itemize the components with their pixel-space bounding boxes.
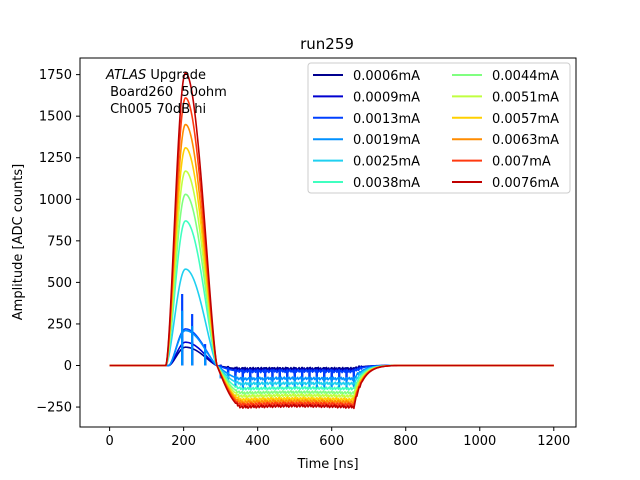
legend-label: 0.007mA — [492, 155, 551, 170]
x-tick-label: 200 — [171, 434, 196, 449]
legend-box — [307, 62, 571, 194]
legend-label: 0.0006mA — [353, 69, 420, 84]
legend-label: 0.0009mA — [353, 90, 420, 105]
annotation-upgrade: Upgrade — [146, 68, 206, 83]
x-tick-label: 600 — [319, 434, 344, 449]
y-tick-label: 750 — [47, 234, 72, 249]
chart-title: run259 — [300, 35, 354, 53]
y-tick-label: 250 — [47, 317, 72, 332]
x-axis-label: Time [ns] — [296, 457, 358, 472]
y-axis: −250 0 250 500 750 1000 1250 1500 1750 — [36, 68, 80, 416]
legend-label: 0.0051mA — [492, 90, 559, 105]
legend-label: 0.0076mA — [492, 176, 559, 191]
x-tick-label: 400 — [245, 434, 270, 449]
y-tick-label: 0 — [64, 359, 72, 374]
y-tick-label: 1500 — [39, 110, 72, 125]
legend-label: 0.0013mA — [353, 112, 420, 127]
annotation: ATLAS Upgrade Board260 50ohm Ch005 70dB … — [105, 68, 227, 117]
annotation-line-1: ATLAS Upgrade — [105, 68, 206, 83]
legend-label: 0.0038mA — [353, 176, 420, 191]
annotation-line-2: Board260 50ohm — [106, 85, 227, 100]
legend-label: 0.0025mA — [353, 155, 420, 170]
x-axis: 0 200 400 600 800 1000 1200 — [105, 427, 570, 449]
x-tick-label: 1000 — [463, 434, 496, 449]
x-tick-label: 1200 — [537, 434, 570, 449]
legend-label: 0.0044mA — [492, 69, 559, 84]
legend-label: 0.0057mA — [492, 112, 559, 127]
x-tick-label: 800 — [393, 434, 418, 449]
y-axis-label: Amplitude [ADC counts] — [11, 164, 26, 320]
legend-label: 0.0019mA — [353, 133, 420, 148]
x-tick-label: 0 — [105, 434, 113, 449]
y-tick-label: −250 — [36, 401, 72, 416]
series-line-0.0076mA — [109, 72, 554, 410]
y-tick-label: 1750 — [39, 68, 72, 83]
annotation-line-3: Ch005 70dB hi — [106, 102, 206, 117]
y-tick-label: 1000 — [39, 193, 72, 208]
legend: 0.0006mA 0.0009mA 0.0013mA 0.0019mA 0.0025mA… — [307, 62, 571, 194]
annotation-atlas: ATLAS — [105, 68, 146, 83]
y-tick-label: 500 — [47, 276, 72, 291]
legend-label: 0.0063mA — [492, 133, 559, 148]
plot-frame — [79, 57, 577, 428]
series-group — [109, 72, 554, 410]
y-tick-label: 1250 — [39, 151, 72, 166]
